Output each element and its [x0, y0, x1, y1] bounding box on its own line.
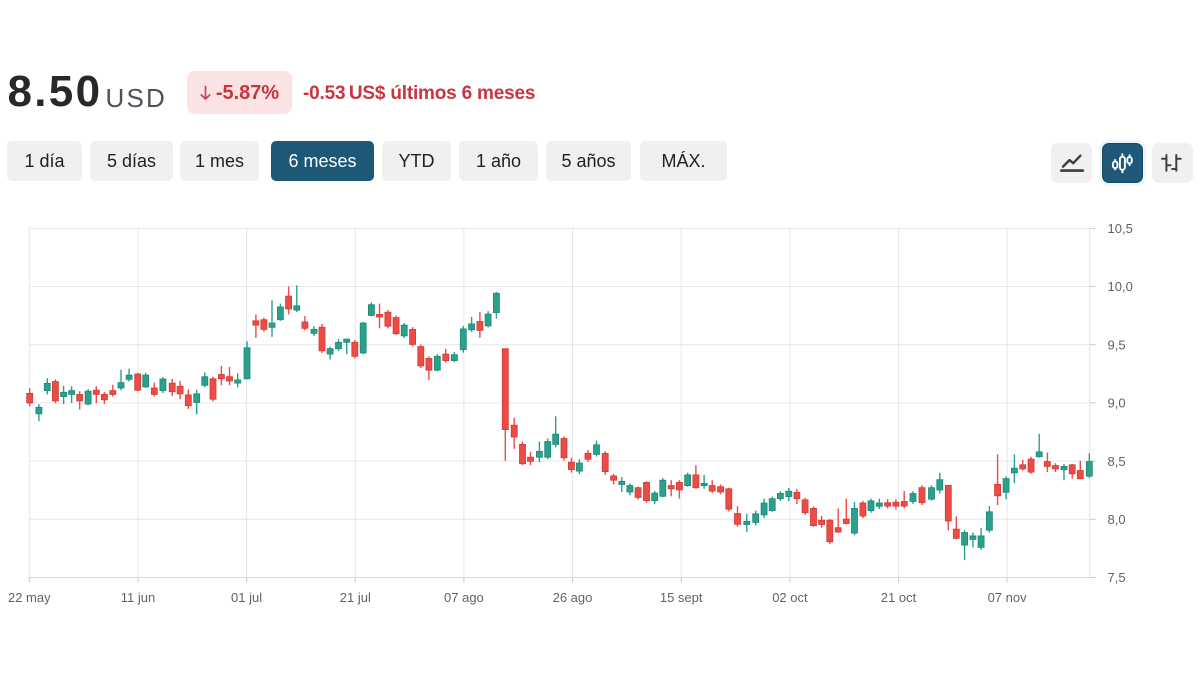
- svg-text:22 may: 22 may: [8, 590, 51, 605]
- svg-text:8,0: 8,0: [1108, 512, 1126, 527]
- svg-text:07 nov: 07 nov: [988, 590, 1028, 605]
- svg-text:10,5: 10,5: [1108, 221, 1133, 236]
- svg-text:7,5: 7,5: [1108, 570, 1126, 585]
- svg-text:21 jul: 21 jul: [340, 590, 371, 605]
- svg-text:07 ago: 07 ago: [444, 590, 484, 605]
- svg-text:21 oct: 21 oct: [881, 590, 917, 605]
- svg-text:11 jun: 11 jun: [121, 590, 155, 605]
- svg-text:10,0: 10,0: [1108, 279, 1133, 294]
- svg-text:15 sept: 15 sept: [660, 590, 703, 605]
- svg-text:02 oct: 02 oct: [772, 590, 808, 605]
- svg-text:9,5: 9,5: [1108, 337, 1126, 352]
- svg-text:9,0: 9,0: [1108, 396, 1126, 411]
- svg-text:8,5: 8,5: [1108, 454, 1126, 469]
- svg-text:01 jul: 01 jul: [231, 590, 262, 605]
- svg-text:26 ago: 26 ago: [553, 590, 593, 605]
